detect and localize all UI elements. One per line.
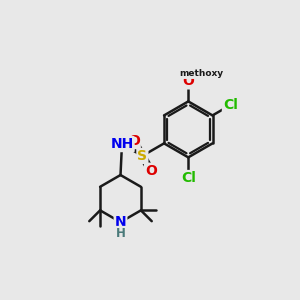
Text: Cl: Cl [181,171,196,185]
Text: O: O [145,164,157,178]
Text: O: O [182,74,194,88]
Text: S: S [137,149,147,163]
Text: Cl: Cl [223,98,238,112]
Text: N: N [115,215,126,229]
Text: NH: NH [110,137,134,151]
Text: O: O [128,134,140,148]
Text: H: H [116,227,125,240]
Text: methoxy: methoxy [179,69,224,78]
